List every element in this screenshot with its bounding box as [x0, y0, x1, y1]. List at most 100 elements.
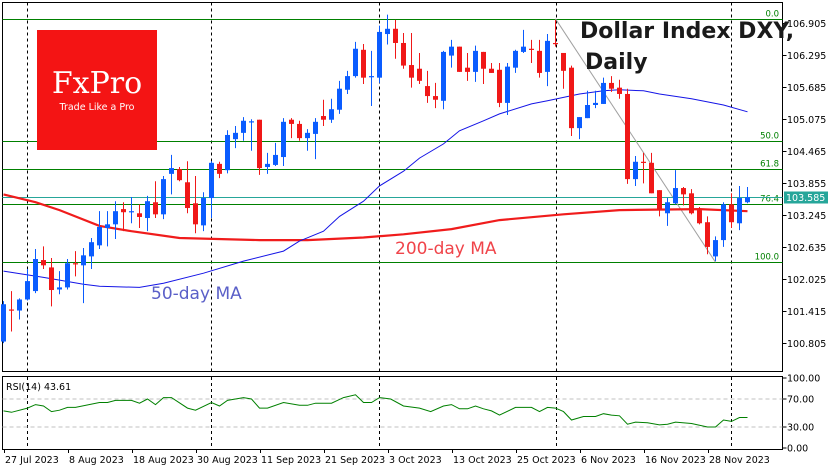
price-tick-label: 103.855 [787, 179, 826, 190]
candle-bullish [633, 161, 638, 180]
candle-bullish [737, 198, 742, 224]
candle-bullish [249, 121, 254, 123]
price-tick-label: 105.685 [787, 83, 826, 94]
price-tick-label: 100.805 [787, 339, 826, 350]
candle-bearish [361, 49, 366, 78]
candle-bearish [193, 203, 198, 225]
candle-bearish [625, 93, 630, 180]
current-price-badge [784, 191, 828, 204]
candle-bearish [433, 96, 438, 100]
date-tick-label: 27 Jul 2023 [5, 455, 59, 466]
candle-bullish [745, 197, 750, 203]
candle-bearish [617, 87, 622, 94]
ma50-label: 50-day MA [151, 284, 242, 304]
logo-name: FxPro [52, 66, 142, 101]
candle-bearish [609, 82, 614, 89]
candle-bearish [73, 263, 78, 265]
candle-bullish [161, 179, 166, 215]
candle-bullish [225, 134, 230, 171]
price-tick-label: 104.465 [787, 147, 826, 158]
price-tick-label: 102.635 [787, 243, 826, 254]
candle-bullish [473, 50, 478, 72]
candle-bearish [217, 163, 222, 174]
fib-level-label: 61.8 [760, 160, 779, 170]
candle-bearish [185, 182, 190, 209]
chart-subtitle: Daily [585, 50, 648, 75]
candle-bullish [233, 132, 238, 140]
candle-bearish [177, 169, 182, 181]
fib-level-label: 76.4 [760, 195, 779, 205]
rsi-tick-label: 30.00 [787, 423, 814, 434]
current-price-label: 103.585 [786, 193, 825, 204]
candle-bullish [521, 46, 526, 52]
candle-bullish [65, 263, 70, 288]
candle-bearish [497, 69, 502, 103]
fib-level-label: 100.0 [755, 253, 779, 263]
date-tick-label: 28 Nov 2023 [709, 455, 770, 466]
candle-bullish [97, 226, 102, 246]
candle-bullish [57, 287, 62, 290]
ma200-label: 200-day MA [395, 239, 497, 259]
price-tick-label: 106.905 [787, 19, 826, 30]
price-tick-label: 105.075 [787, 115, 826, 126]
candle-bearish [569, 67, 574, 129]
candle-bullish [81, 255, 86, 266]
candle-bearish [657, 190, 662, 210]
ma200-line [3, 193, 748, 242]
candle-bullish [33, 259, 38, 292]
candle-bearish [553, 42, 558, 45]
candle-bullish [241, 120, 246, 133]
candle-bearish [649, 162, 654, 194]
candle-bullish [593, 102, 598, 105]
candle-bearish [49, 267, 54, 291]
candle-bearish [409, 65, 414, 78]
fxpro-logo: FxPro Trade Like a Pro [37, 30, 157, 150]
date-tick-label: 6 Nov 2023 [581, 455, 636, 466]
candle-bearish [321, 116, 326, 120]
logo-tagline: Trade Like a Pro [59, 102, 135, 113]
candle-bullish [113, 211, 118, 225]
rsi-tick-label: 0.00 [787, 444, 808, 455]
candle-bearish [9, 309, 14, 311]
date-tick-label: 11 Sep 2023 [261, 455, 321, 466]
candle-bullish [1, 304, 6, 342]
candle-bullish [169, 168, 174, 174]
candle-bullish [449, 46, 454, 56]
date-tick-label: 3 Oct 2023 [389, 455, 442, 466]
candle-bearish [137, 213, 142, 217]
candle-bearish [561, 52, 566, 71]
candle-bullish [577, 117, 582, 129]
candle-bearish [489, 68, 494, 73]
candle-bullish [329, 109, 334, 120]
candle-bullish [209, 162, 214, 199]
candle-bearish [417, 68, 422, 81]
candle-bullish [385, 28, 390, 35]
candle-bullish [673, 188, 678, 204]
candle-bullish [305, 132, 310, 139]
candle-bullish [345, 76, 350, 90]
candle-bearish [481, 51, 486, 69]
candle-bullish [337, 88, 342, 110]
date-tick-label: 8 Aug 2023 [69, 455, 124, 466]
chart-title: Dollar Index DXY, [580, 19, 794, 44]
candle-bearish [121, 209, 126, 213]
candle-bullish [273, 154, 278, 165]
candle-bearish [257, 119, 262, 169]
candle-bullish [601, 82, 606, 104]
fib-level-label: 50.0 [760, 132, 779, 142]
candle-bearish [41, 260, 46, 266]
candle-bearish [465, 67, 470, 72]
candle-bullish [265, 163, 270, 168]
fib-trendline [555, 18, 716, 263]
date-tick-label: 13 Oct 2023 [453, 455, 512, 466]
candle-bullish [353, 48, 358, 77]
candle-bullish [89, 242, 94, 257]
candle-bearish [681, 188, 686, 195]
candle-bullish [713, 240, 718, 257]
candle-bullish [377, 31, 382, 78]
candle-bullish [665, 202, 670, 214]
candle-bullish [505, 66, 510, 103]
date-tick-label: 21 Sep 2023 [325, 455, 385, 466]
date-tick-label: 18 Aug 2023 [133, 455, 194, 466]
